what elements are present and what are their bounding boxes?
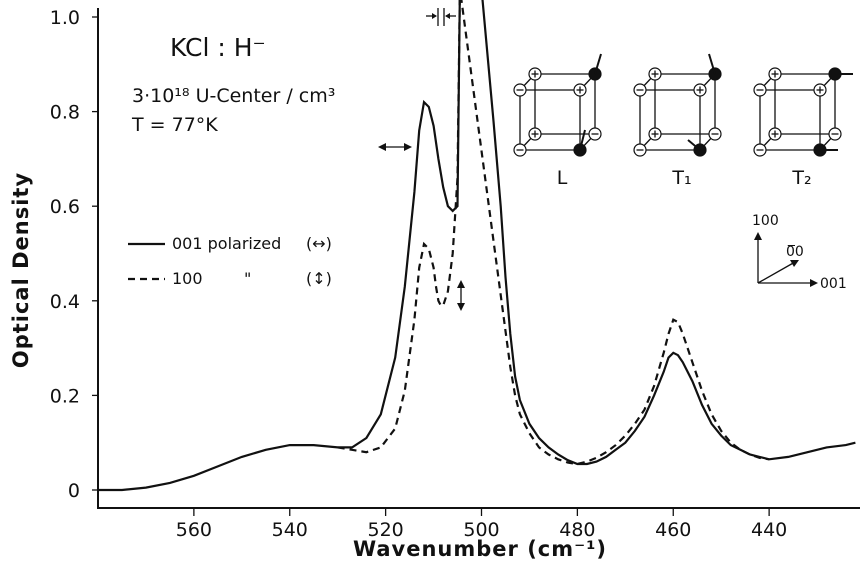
x-tick-label-1: 540 <box>272 519 308 541</box>
legend-solid-label: 001 polarized <box>172 234 281 253</box>
series-group <box>98 0 856 492</box>
legend-solid-symbol: (↔) <box>306 234 332 253</box>
legend-dashed-symbol: (↕) <box>306 269 332 288</box>
y-axis-label: Optical Density <box>9 172 33 368</box>
vertical-double-arrow-icon <box>457 280 465 311</box>
axis-001-label: 001 <box>820 276 847 292</box>
mode-cube-2: T₂ <box>753 67 853 189</box>
mode-label-1: T₁ <box>671 167 691 189</box>
x-tick-label-2: 520 <box>367 519 403 541</box>
mode-label-2: T₂ <box>791 167 811 189</box>
temperature-label: T = 77°K <box>131 114 218 136</box>
legend-dashed-label: 100 <box>172 269 203 288</box>
y-tick-label-5: 1.0 <box>50 7 80 29</box>
y-tick-label-0: 0 <box>68 480 80 502</box>
y-tick-label-3: 0.6 <box>50 196 80 218</box>
crystal-axes-icon <box>754 232 818 287</box>
y-ticks: 0 0.2 0.4 0.6 0.8 1.0 <box>50 7 98 502</box>
x-axis-label: Wavenumber (cm⁻¹) <box>353 537 607 561</box>
sample-label: KCl : H⁻ <box>170 33 266 62</box>
mode-insets: L T₁ T₂ <box>513 53 853 189</box>
y-tick-label-2: 0.4 <box>50 291 80 313</box>
legend-dashed-ditto: " <box>244 269 251 288</box>
horizontal-double-arrow-icon <box>378 143 412 151</box>
plot-frame <box>97 8 860 509</box>
concentration-label: 3·10¹⁸ U-Center / cm³ <box>132 85 335 107</box>
mode-cube-0: L <box>513 53 602 189</box>
mode-cube-1: T₁ <box>633 53 722 189</box>
axis-100-label: 100 <box>752 213 779 229</box>
x-tick-label-0: 560 <box>176 519 212 541</box>
series-dashed-line <box>337 0 770 466</box>
legend: 001 polarized (↔) 100 " (↕) <box>128 234 332 288</box>
x-ticks: 560 540 520 500 480 460 440 <box>176 508 787 541</box>
x-tick-label-3: 500 <box>463 519 499 541</box>
x-tick-label-4: 480 <box>559 519 595 541</box>
y-tick-label-4: 0.8 <box>50 102 80 124</box>
x-tick-label-5: 460 <box>655 519 691 541</box>
y-tick-label-1: 0.2 <box>50 385 80 407</box>
series-solid-line <box>98 0 856 492</box>
mode-label-0: L <box>557 167 568 189</box>
splitting-marker-icon <box>426 8 456 26</box>
x-tick-label-6: 440 <box>751 519 787 541</box>
axis-010-label: 0̅0 <box>786 244 804 260</box>
